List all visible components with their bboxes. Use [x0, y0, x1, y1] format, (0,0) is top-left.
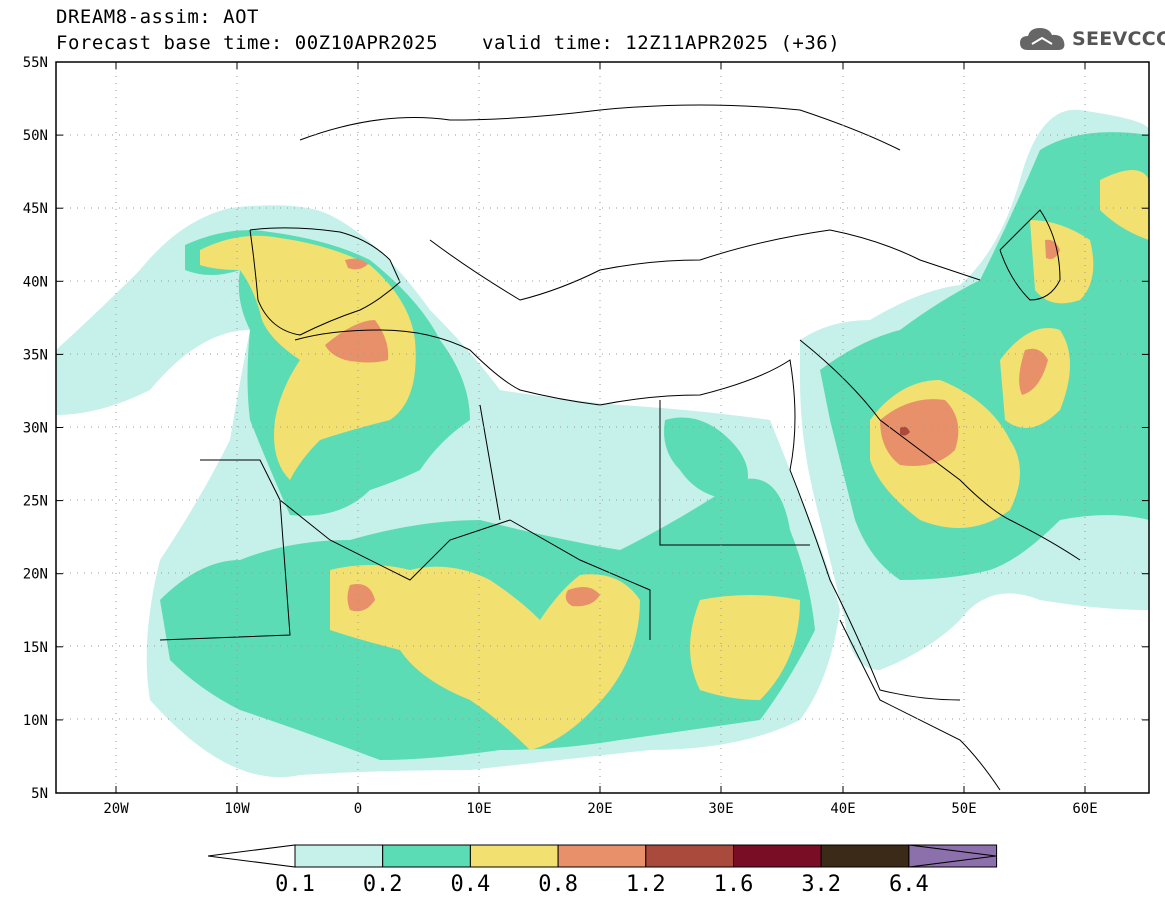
latitude-axis: 55N 50N 45N 40N 35N 30N 25N 20N 15N 10N 5N [23, 55, 1149, 802]
logo-text: SEEVCCC [1072, 28, 1165, 50]
lat-label: 45N [23, 201, 48, 217]
colorbar-label: 1.6 [714, 872, 754, 897]
colorbar: 0.1 0.2 0.4 0.8 1.2 1.6 3.2 6.4 [207, 844, 998, 897]
colorbar-low-arrow [207, 844, 296, 868]
longitude-axis: 20W 10W 0 10E 20E 30E 40E 50E 60E [103, 62, 1098, 817]
lon-label: 10E [466, 801, 491, 817]
lat-label: 20N [23, 567, 48, 583]
colorbar-segment [469, 844, 559, 868]
aot-level-5 [900, 426, 910, 436]
lat-label: 30N [23, 421, 48, 437]
forecast-base-time: Forecast base time: 00Z10APR2025 [56, 32, 439, 54]
colorbar-segment [557, 844, 647, 868]
colorbar-label: 0.8 [538, 872, 578, 897]
cloud-icon [1020, 28, 1065, 50]
aot-level-4 [325, 239, 1060, 612]
lat-label: 15N [23, 640, 48, 656]
lat-label: 50N [23, 128, 48, 144]
lon-label: 50E [951, 801, 976, 817]
colorbar-segment [820, 844, 910, 868]
colorbar-high-arrow [908, 844, 996, 868]
lat-label: 5N [31, 786, 48, 802]
lon-label: 60E [1072, 801, 1097, 817]
colorbar-label: 3.2 [801, 872, 841, 897]
lat-label: 55N [23, 55, 48, 71]
map-title: DREAM8-assim: AOT [56, 6, 259, 28]
gridlines [56, 62, 1149, 793]
colorbar-segment [382, 844, 471, 868]
lat-label: 40N [23, 274, 48, 290]
lon-label: 0 [354, 801, 362, 817]
colorbar-segment [645, 844, 734, 868]
lat-label: 25N [23, 494, 48, 510]
valid-time: valid time: 12Z11APR2025 (+36) [482, 32, 841, 54]
lon-label: 10W [224, 801, 250, 817]
coastlines [159, 104, 1081, 791]
colorbar-label: 6.4 [889, 872, 929, 897]
lon-label: 40E [830, 801, 855, 817]
lat-label: 35N [23, 347, 48, 363]
colorbar-label: 1.2 [626, 872, 666, 897]
colorbar-label: 0.4 [451, 872, 491, 897]
lat-label: 10N [23, 713, 48, 729]
lon-label: 20W [103, 801, 129, 817]
colorbar-segment [733, 844, 822, 868]
lon-label: 20E [587, 801, 612, 817]
colorbar-label: 0.1 [275, 872, 315, 897]
seevccc-logo: SEEVCCC [1018, 22, 1165, 58]
colorbar-segment [294, 844, 384, 868]
lon-label: 30E [708, 801, 733, 817]
colorbar-label: 0.2 [363, 872, 403, 897]
